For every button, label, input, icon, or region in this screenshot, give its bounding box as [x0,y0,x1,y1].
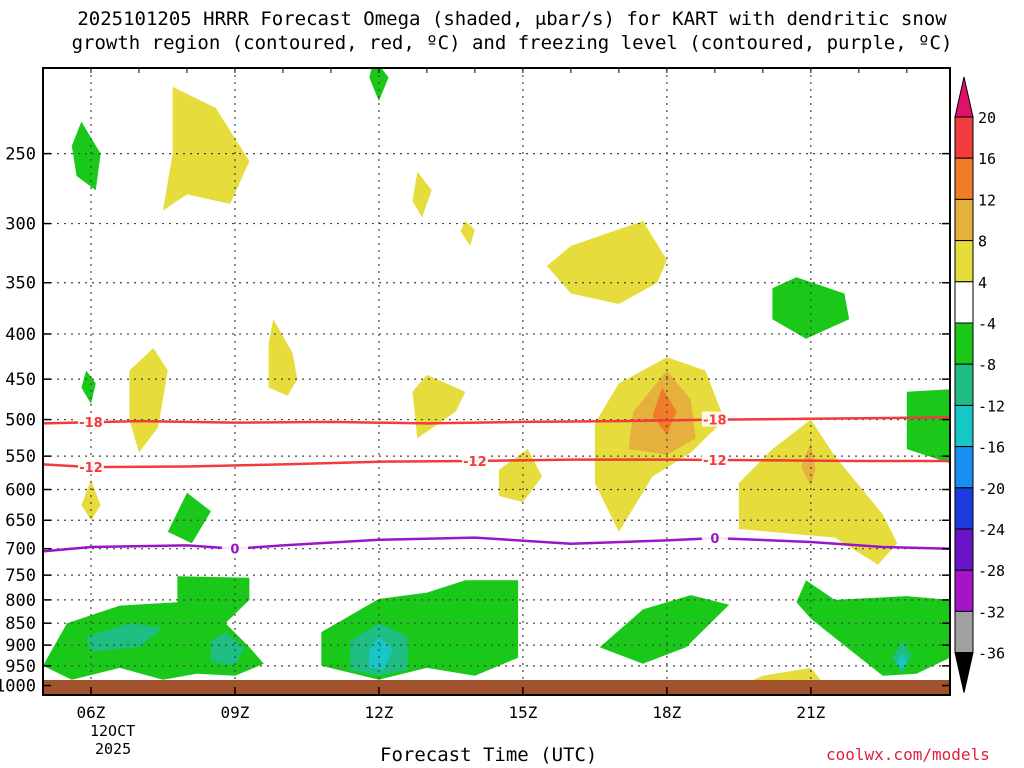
colorbar-segment-7 [954,363,974,406]
contour-label-0: 0 [230,543,239,558]
y-tick-label-250: 250 [5,145,36,165]
colorbar-label--20: -20 [978,480,1005,498]
colorbar-label-20: 20 [978,109,996,127]
contour-label--12: -12 [703,454,727,469]
y-tick-label-850: 850 [5,614,36,634]
omega-region-neg4to8-15 [71,121,101,191]
omega-region-pos4to8-4 [460,221,475,246]
contour-label-bg [701,530,728,546]
colorbar-label--24: -24 [978,521,1005,539]
colorbar-label--36: -36 [978,645,1005,663]
contour-label-bg [77,414,104,430]
colorbar-label-12: 12 [978,191,996,209]
omega-region-neg4to8-18 [906,389,950,464]
colorbar-segment-12 [954,569,974,612]
y-tick-label-300: 300 [5,215,36,235]
colorbar-label-8: 8 [978,233,987,251]
y-tick-label-900: 900 [5,636,36,656]
omega-region-pos4to8-7 [498,449,543,503]
contour-line--18 [43,416,950,425]
chart-title-line-2: growth region (contoured, red, ºC) and f… [71,32,953,54]
contour-label--12: -12 [79,461,103,476]
colorbar-segment-3 [954,198,974,242]
omega-region-neg4to8-24 [796,580,950,676]
colorbar-top-arrow [954,76,974,118]
colorbar-segment-10 [954,487,974,530]
colorbar-label--16: -16 [978,439,1005,457]
date-label-year: 2025 [95,740,132,758]
contour-layer: -18 -18 -12 -12 -12 0 0 [43,411,950,558]
y-tick-label-500: 500 [5,411,36,431]
colorbar-segment-4 [954,240,974,283]
colorbar-label--8: -8 [978,356,996,374]
y-tick-label-950: 950 [5,657,36,677]
contour-line-0 [43,536,950,553]
omega-region-neg4to8-23 [599,595,730,664]
omega-region-pos4to8-3 [412,171,432,218]
omega-shading-layer [43,68,950,694]
contour-label-bg [221,540,248,556]
y-tick-label-550: 550 [5,447,36,467]
y-tick-label-350: 350 [5,274,36,294]
contour-label-bg [701,451,728,467]
contour-label-bg [77,459,104,475]
colorbar-segment-13 [954,610,974,654]
colorbar-segment-11 [954,528,974,571]
omega-region-neg4to8-20 [167,492,211,544]
omega-region-pos4to8-1 [129,348,168,453]
omega-region-pos4to8-0 [163,86,250,211]
x-tick-label-06Z: 06Z [77,703,106,722]
colorbar-segment-1 [954,116,974,159]
y-tick-label-1000: 1000 [0,677,36,697]
contour-label-0: 0 [710,532,719,547]
colorbar-label--28: -28 [978,562,1005,580]
omega-region-neg8to12-26 [211,632,245,666]
x-tick-label-12Z: 12Z [364,703,393,722]
omega-region-neg4to8-16 [369,68,389,102]
contour-label--12: -12 [463,455,487,470]
colorbar: 20 16 12 8 4 -4 -8 -12 -16 -20 -24 -28 -32 -36 [954,76,1005,693]
x-axis-label: Forecast Time (UTC) [380,744,598,766]
omega-region-neg8to12-25 [86,623,163,652]
contour-label--18: -18 [703,414,727,429]
colorbar-segment-8 [954,404,974,448]
x-tick-label-18Z: 18Z [652,703,681,722]
omega-region-pos4to8-10 [81,479,101,521]
colorbar-label-16: 16 [978,150,996,168]
plot-frame [42,67,951,696]
colorbar-label-4: 4 [978,274,987,292]
x-axis: 06Z 09Z 12Z 15Z 18Z 21Z [77,68,908,722]
date-label-day: 12OCT [90,722,136,740]
chart-title-line-1: 2025101205 HRRR Forecast Omega (shaded, … [77,8,947,30]
colorbar-label--32: -32 [978,603,1005,621]
credit-link[interactable]: coolwx.com/models [826,745,990,764]
y-tick-label-650: 650 [5,511,36,531]
omega-region-pos4to8-2 [268,319,298,396]
y-tick-label-750: 750 [5,566,36,586]
y-tick-label-700: 700 [5,540,36,560]
y-tick-label-800: 800 [5,591,36,611]
colorbar-label--12: -12 [978,397,1005,415]
y-tick-label-600: 600 [5,481,36,501]
y-tick-label-450: 450 [5,370,36,390]
omega-region-pos12to16-13 [652,387,677,435]
ground-surface [43,680,950,695]
omega-region-pos8to12-14 [801,441,816,487]
x-tick-label-15Z: 15Z [508,703,537,722]
colorbar-segment-2 [954,157,974,200]
colorbar-bottom-arrow [954,652,974,693]
x-tick-label-21Z: 21Z [796,703,825,722]
y-axis: 2503003504004505005506006507007508008509… [0,145,950,697]
contour-label-bg [461,452,488,468]
colorbar-segment-5 [954,281,974,324]
colorbar-segment-9 [954,446,974,489]
y-tick-label-400: 400 [5,325,36,345]
contour-label--18: -18 [79,416,103,431]
contour-label-bg [701,411,728,427]
colorbar-segment-6 [954,322,974,365]
x-tick-label-09Z: 09Z [221,703,250,722]
colorbar-label--4: -4 [978,315,996,333]
